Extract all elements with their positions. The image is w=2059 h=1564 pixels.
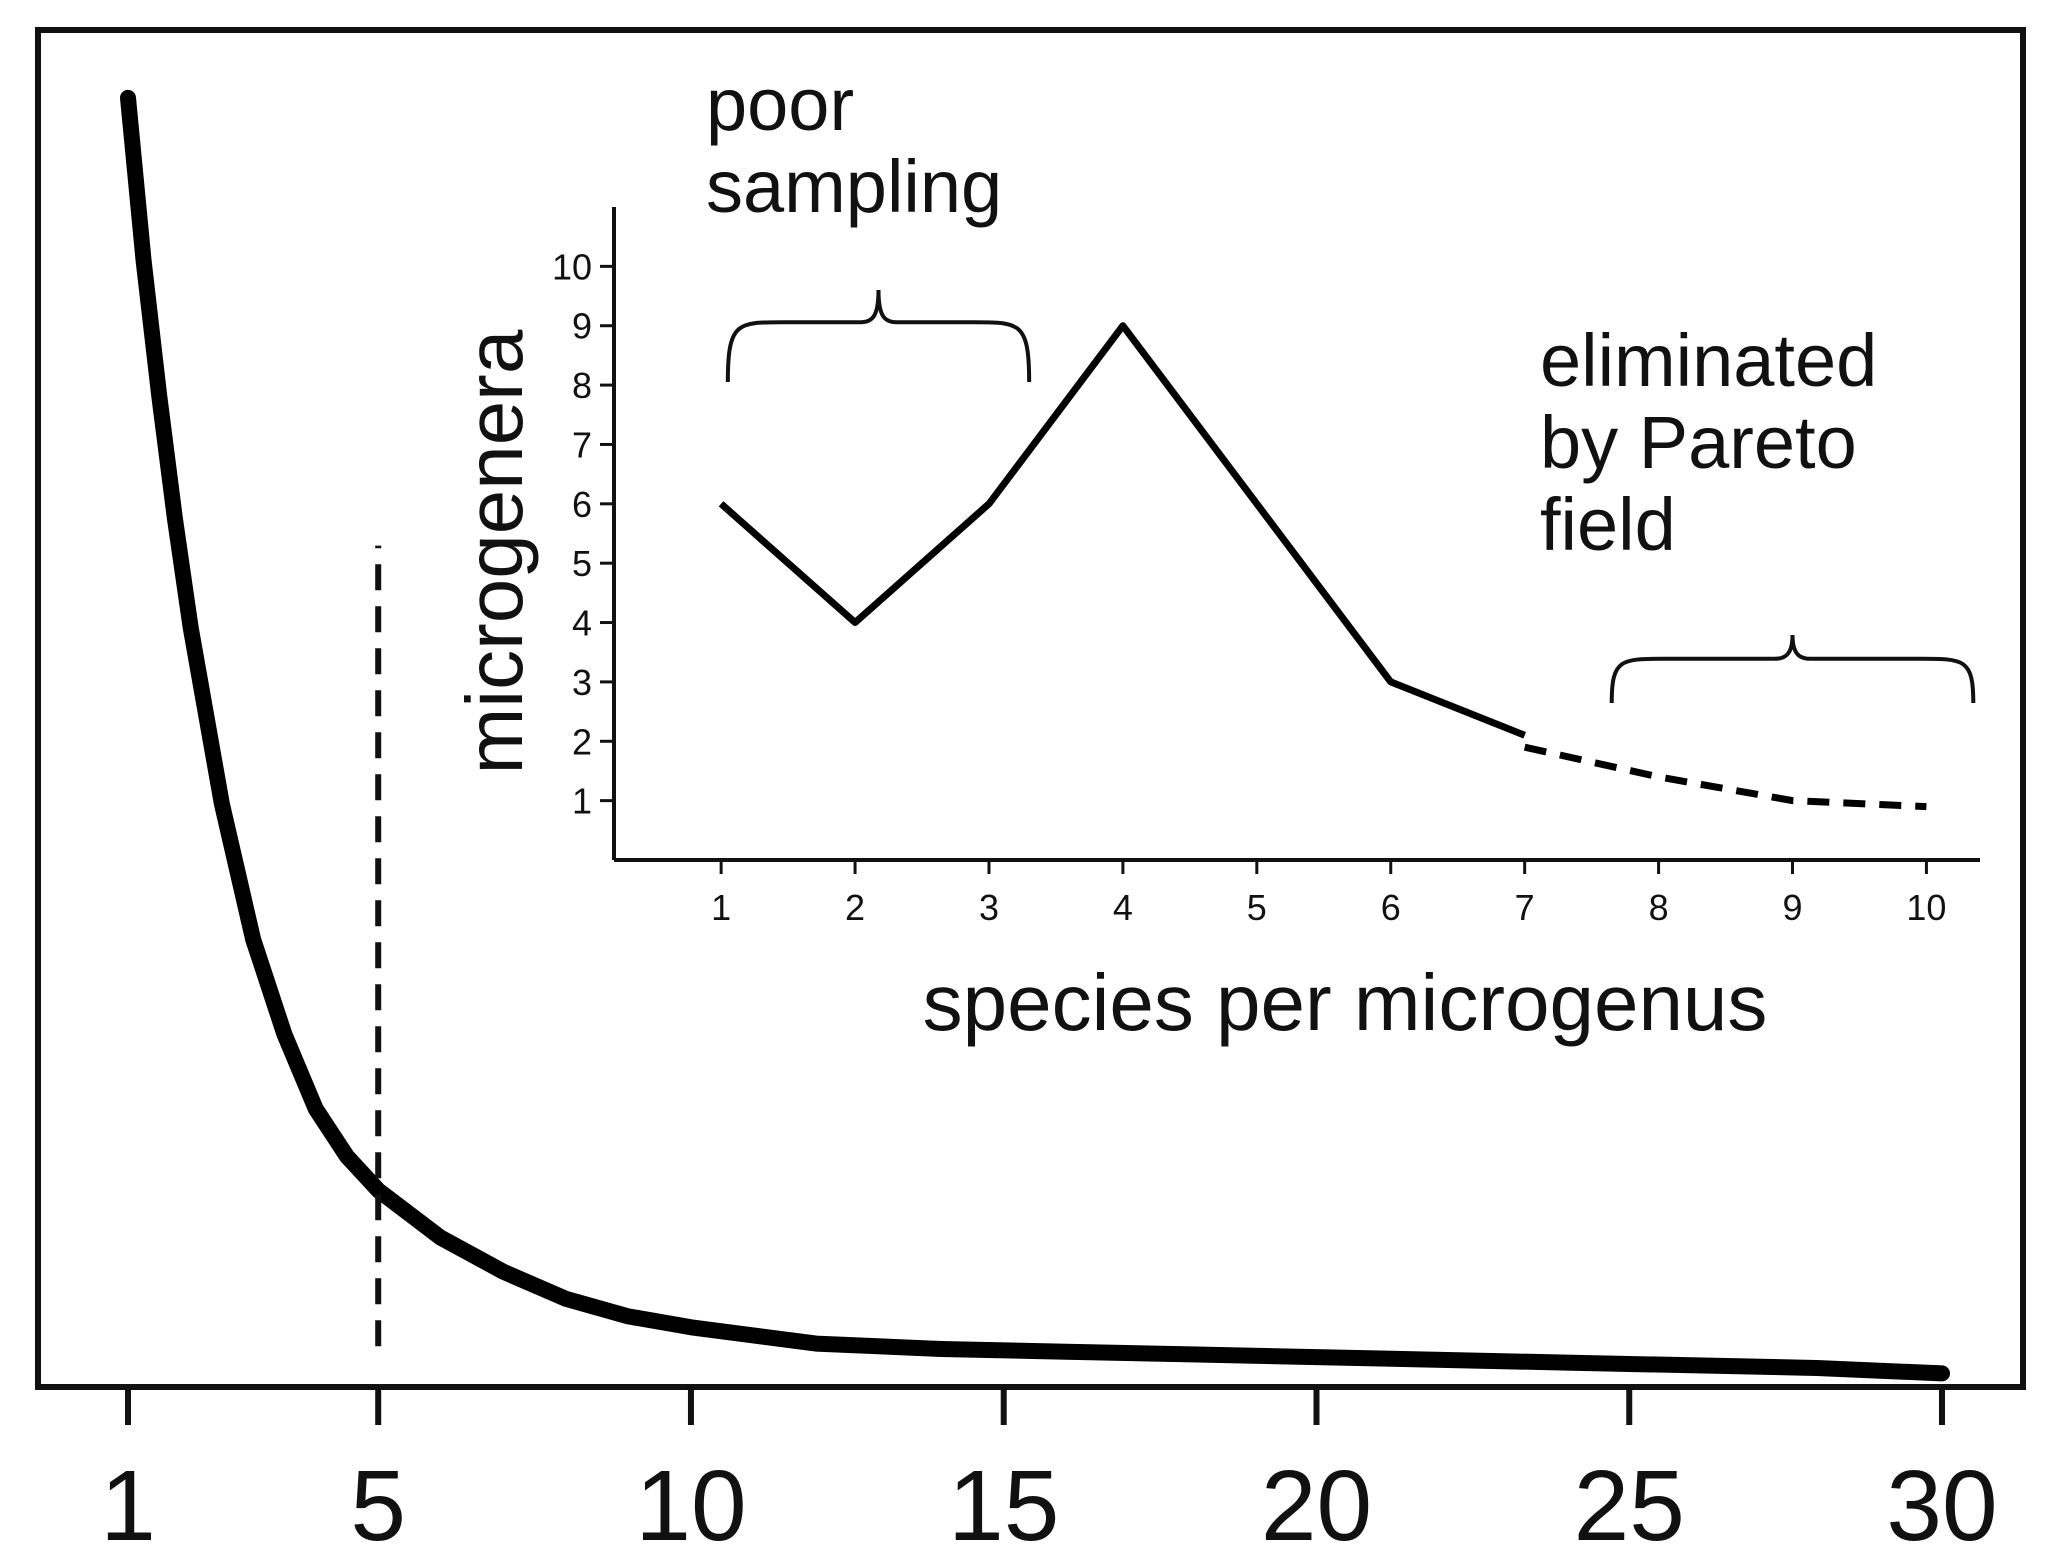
inset-y-tick-label: 8 (572, 365, 592, 406)
poor-sampling-annotation: poor sampling (706, 63, 1002, 228)
annotation-line: sampling (706, 145, 1002, 228)
inset-series-eliminated (1523, 743, 1927, 811)
inset-y-tick-label: 7 (572, 424, 592, 465)
main-x-axis: 1 5 10 15 20 25 30 (100, 1387, 1998, 1562)
inset-y-tick-label: 3 (572, 662, 592, 703)
eliminated-annotation: eliminated by Pareto field (1540, 319, 1877, 566)
inset-x-tick-label: 7 (1515, 887, 1535, 928)
inset-x-tick-label: 1 (711, 887, 731, 928)
inset-x-tick-label: 6 (1381, 887, 1401, 928)
annotation-line: field (1540, 483, 1676, 566)
inset-y-tick-label: 5 (572, 543, 592, 584)
inset-y-axis-title: microgenera (450, 329, 539, 774)
main-plot-frame (35, 27, 2026, 1390)
inset-y-axis: 1 2 3 4 5 6 7 8 9 10 (552, 246, 614, 822)
main-x-tick-label: 30 (1886, 1450, 1997, 1562)
annotation-line: by Pareto (1540, 401, 1857, 484)
eliminated-brace (1609, 634, 1976, 704)
main-x-tick-label: 10 (635, 1450, 746, 1562)
annotation-line: eliminated (1540, 319, 1877, 402)
main-x-tick-label: 20 (1261, 1450, 1372, 1562)
main-x-tick-label: 1 (100, 1450, 156, 1562)
inset-y-tick-label: 1 (572, 781, 592, 822)
inset-series-observed (718, 322, 1526, 739)
inset-x-tick-label: 8 (1649, 887, 1669, 928)
inset-x-axis: 1 2 3 4 5 6 7 8 9 10 (711, 860, 1946, 928)
main-series-line (120, 89, 1950, 1382)
inset-y-tick-label: 6 (572, 484, 592, 525)
main-x-tick-label: 15 (948, 1450, 1059, 1562)
inset-y-tick-label: 2 (572, 721, 592, 762)
main-x-tick-label: 25 (1574, 1450, 1685, 1562)
inset-x-tick-label: 3 (979, 887, 999, 928)
inset-x-axis-title: species per microgenus (923, 958, 1768, 1047)
inset-x-tick-label: 10 (1906, 887, 1946, 928)
poor-sampling-brace (725, 289, 1032, 383)
inset-y-tick-label: 10 (552, 246, 592, 287)
inset-y-tick-label: 4 (572, 603, 592, 644)
inset-x-tick-label: 4 (1113, 887, 1133, 928)
annotation-line: poor (706, 63, 854, 146)
inset-x-tick-label: 9 (1782, 887, 1802, 928)
inset-x-tick-label: 5 (1247, 887, 1267, 928)
inset-x-tick-label: 2 (845, 887, 865, 928)
inset-y-tick-label: 9 (572, 306, 592, 347)
main-x-tick-label: 5 (350, 1450, 406, 1562)
